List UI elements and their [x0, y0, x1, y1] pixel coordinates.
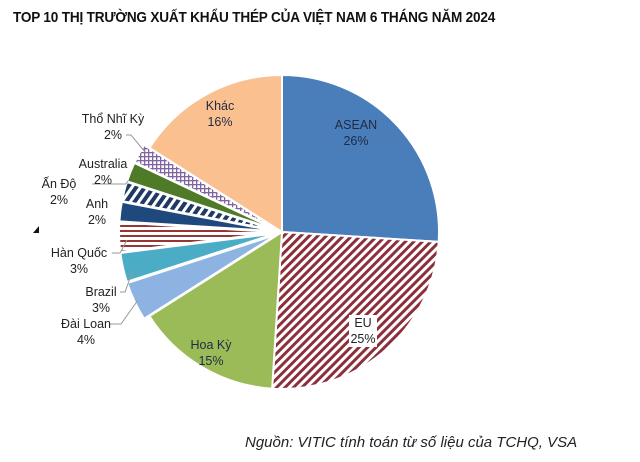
data-label-value: 2% [50, 193, 68, 207]
data-label-name: Hàn Quốc [51, 246, 107, 260]
data-label-name: EU [354, 316, 371, 330]
source-note: Nguồn: VITIC tính toán từ số liệu của TC… [245, 434, 578, 451]
data-label-name: Brazil [85, 285, 116, 299]
data-label-value: 3% [92, 301, 110, 315]
pie-slice-khác [148, 73, 283, 234]
pie-labels: ASEAN 26% EU 25% Hoa Kỳ 15% Đài Loan 4% Brazil 3%… [42, 99, 378, 368]
data-label-name: Anh [86, 197, 108, 211]
data-label-value: 15% [198, 354, 223, 368]
data-label-name: Australia [79, 157, 128, 171]
data-label-value: 16% [207, 115, 232, 129]
data-label-value: 4% [77, 333, 95, 347]
pie-slice-thổ-nhĩ-kỳ [133, 143, 278, 231]
data-label-name: Khác [206, 99, 235, 113]
pie-slice-đài-loan [125, 233, 278, 321]
pie-slices [118, 73, 440, 390]
leader-line [120, 269, 134, 293]
data-label-value: 3% [70, 262, 88, 276]
data-label-value: 2% [104, 128, 122, 142]
leader-line [92, 180, 129, 185]
leader-line [112, 239, 128, 254]
data-label-name: Thổ Nhĩ Kỳ [82, 112, 145, 126]
data-label-name: Hoa Kỳ [191, 338, 233, 352]
pie-slice-eu [271, 230, 440, 390]
resize-handle-icon [33, 226, 39, 233]
leader-line [126, 134, 146, 153]
data-label-value: 26% [343, 134, 368, 148]
data-label-value: 2% [88, 213, 106, 227]
data-label-value: 25% [350, 332, 375, 346]
pie-slice-hoa-kỳ [148, 230, 284, 390]
data-label-name: Đài Loan [61, 317, 111, 331]
data-label-value: 2% [94, 173, 112, 187]
chart-title: TOP 10 THỊ TRƯỜNG XUẤT KHẨU THÉP CỦA VIỆ… [13, 10, 496, 26]
pie-slice-asean [281, 73, 440, 243]
leader-line [110, 299, 139, 325]
data-label-name: ASEAN [335, 118, 377, 132]
data-label-name: Ấn Độ [42, 176, 77, 191]
